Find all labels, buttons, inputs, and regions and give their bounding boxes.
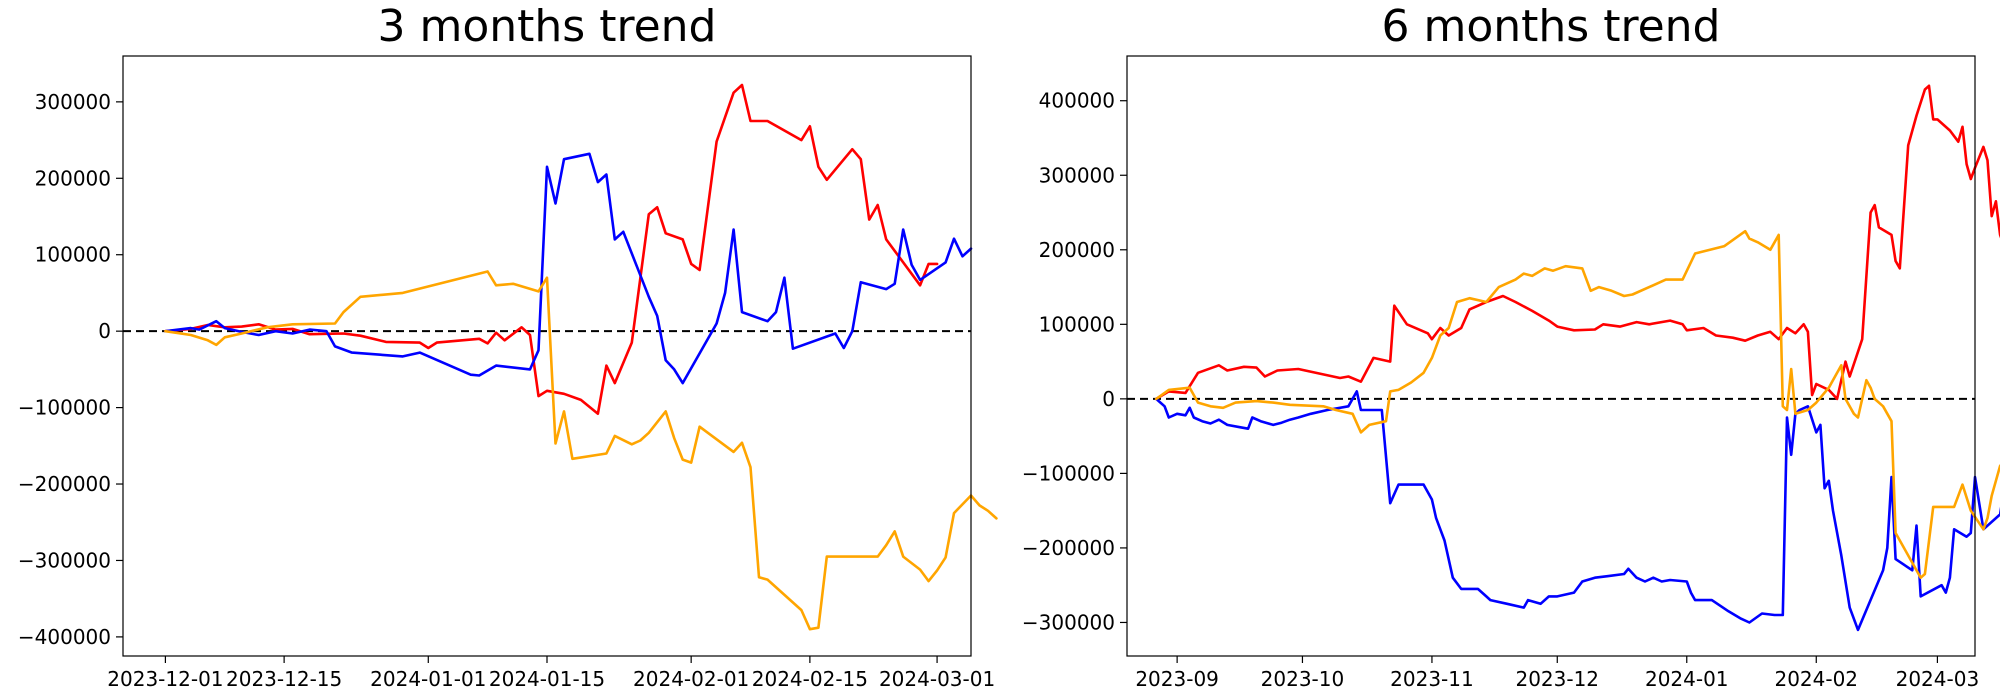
y-tick-label: 100000 xyxy=(1039,312,1115,336)
y-tick-label: −200000 xyxy=(1022,536,1115,560)
y-tick-label: −100000 xyxy=(1022,461,1115,485)
y-tick-label: 200000 xyxy=(35,166,111,190)
x-tick-label: 2024-01-15 xyxy=(489,667,605,691)
plot-frame xyxy=(1126,55,1976,657)
x-tick-label: 2024-01 xyxy=(1645,667,1729,691)
x-tick-label: 2024-02 xyxy=(1774,667,1858,691)
x-tick-label: 2024-02-15 xyxy=(752,667,868,691)
x-tick-label: 2024-01-01 xyxy=(370,667,486,691)
x-tick-label: 2024-03-01 xyxy=(879,667,995,691)
x-tick-label: 2023-12 xyxy=(1515,667,1599,691)
y-tick-label: 0 xyxy=(98,319,111,343)
x-tick-label: 2023-12-01 xyxy=(107,667,223,691)
chart-3-months-trend: 3 months trend 2023-12-01 2023-12-15 2024-0… xyxy=(18,1,998,691)
chart-6-months-trend: 6 months trend 2023-09 2023-10 2023-11 2023-… xyxy=(1022,1,2000,691)
x-tick-label: 2024-02-01 xyxy=(633,667,749,691)
y-tick-label: −300000 xyxy=(1022,610,1115,634)
orange-series-line xyxy=(164,270,998,631)
red-series-line xyxy=(164,83,939,415)
x-tick-label: 2023-12-15 xyxy=(226,667,342,691)
y-tick-label: 400000 xyxy=(1039,89,1115,113)
y-tick-label: 300000 xyxy=(35,90,111,114)
y-tick-label: 200000 xyxy=(1039,238,1115,262)
x-tick-label: 2023-10 xyxy=(1261,667,1345,691)
x-tick-label: 2023-11 xyxy=(1390,667,1474,691)
y-tick-label: 300000 xyxy=(1039,163,1115,187)
orange-series-line xyxy=(1154,229,2000,579)
y-tick-label: −200000 xyxy=(18,472,111,496)
y-tick-label: −400000 xyxy=(18,625,111,649)
red-series-line xyxy=(1154,84,2000,401)
blue-series-line xyxy=(164,152,973,385)
blue-series-line xyxy=(1154,390,2000,632)
x-tick-label: 2023-09 xyxy=(1135,667,1219,691)
y-tick-label: −100000 xyxy=(18,396,111,420)
y-tick-label: 100000 xyxy=(35,243,111,267)
chart-title: 6 months trend xyxy=(1382,1,1721,52)
y-tick-label: 0 xyxy=(1102,387,1115,411)
y-tick-label: −300000 xyxy=(18,548,111,572)
x-tick-label: 2024-03 xyxy=(1896,667,1980,691)
chart-title: 3 months trend xyxy=(378,1,717,52)
